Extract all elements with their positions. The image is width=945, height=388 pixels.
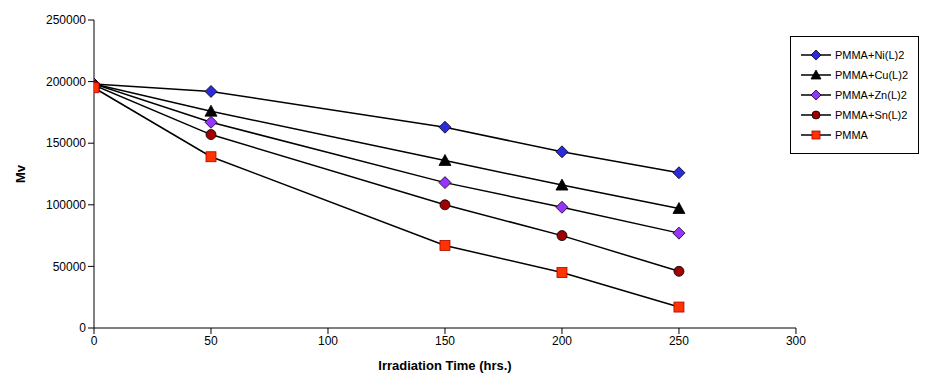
svg-text:50: 50 — [204, 334, 218, 348]
svg-text:200: 200 — [552, 334, 572, 348]
html-text:PMMA+Sn(L)2: PMMA+Sn(L)2 — [835, 109, 908, 121]
svg-text:0: 0 — [91, 334, 98, 348]
svg-text:250: 250 — [669, 334, 689, 348]
svg-text:50000: 50000 — [53, 260, 87, 274]
svg-text:100: 100 — [318, 334, 338, 348]
svg-text:100000: 100000 — [46, 198, 86, 212]
html-text:PMMA: PMMA — [835, 129, 868, 141]
svg-text:Irradiation Time (hrs.): Irradiation Time (hrs.) — [378, 358, 511, 373]
svg-text:0: 0 — [79, 321, 86, 335]
html-text:PMMA+Zn(L)2: PMMA+Zn(L)2 — [835, 89, 907, 101]
svg-text:200000: 200000 — [46, 75, 86, 89]
svg-text:300: 300 — [786, 334, 806, 348]
svg-text:250000: 250000 — [46, 13, 86, 27]
svg-text:150000: 150000 — [46, 136, 86, 150]
svg-text:150: 150 — [435, 334, 455, 348]
html-text:PMMA+Cu(L)2: PMMA+Cu(L)2 — [835, 69, 908, 81]
html-text:PMMA+Ni(L)2: PMMA+Ni(L)2 — [835, 49, 905, 61]
svg-text:Mv: Mv — [13, 164, 28, 183]
